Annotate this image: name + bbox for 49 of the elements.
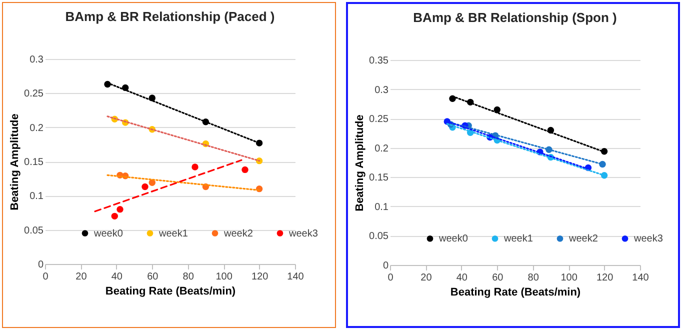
x-tick-label: 40 xyxy=(111,272,123,282)
y-tick-label: 0.15 xyxy=(24,157,44,168)
legend-label: week3 xyxy=(633,234,664,245)
y-tick-label: 0.35 xyxy=(369,56,389,66)
point xyxy=(242,166,248,174)
point xyxy=(116,206,124,213)
point xyxy=(148,179,156,186)
legend-label: week1 xyxy=(503,234,534,245)
x-tick-label: 20 xyxy=(76,272,88,282)
x-tick-label: 100 xyxy=(216,272,233,282)
x-axis-title: Beating Rate (Beats/min) xyxy=(450,286,581,298)
y-tick-label: 0.3 xyxy=(374,84,389,96)
chart-title: BAmp & BR Relationship (Spon ) xyxy=(413,10,617,25)
y-tick-label: 0.1 xyxy=(374,202,389,213)
y-tick-label: 0.15 xyxy=(369,172,389,184)
x-tick-label: 60 xyxy=(492,272,504,284)
x-tick-label: 120 xyxy=(251,272,269,282)
y-tick-label: 0.1 xyxy=(30,191,44,202)
point xyxy=(192,164,198,170)
y-tick-label: 0 xyxy=(382,260,389,272)
y-tick-label: 0.05 xyxy=(369,231,389,242)
legend-label: week1 xyxy=(158,228,188,240)
x-tick-label: 140 xyxy=(287,272,304,282)
y-tick-label: 0.3 xyxy=(30,54,44,66)
legend-label: week2 xyxy=(568,234,598,245)
y-axis-title: Beating Amplitude xyxy=(9,114,22,210)
y-tick-label: 0.2 xyxy=(30,122,44,134)
legend-label: week0 xyxy=(438,234,468,245)
point xyxy=(111,212,118,220)
y-tick-label: 0 xyxy=(38,260,44,270)
y-tick-label: 0.2 xyxy=(374,143,389,154)
x-tick-label: 120 xyxy=(596,272,614,284)
legend-label: week2 xyxy=(223,228,254,240)
x-tick-label: 20 xyxy=(420,272,432,284)
y-tick-label: 0.25 xyxy=(369,114,389,126)
y-tick-label: 0.05 xyxy=(24,225,44,236)
point xyxy=(142,183,148,190)
x-axis-title: Beating Rate (Beats/min) xyxy=(105,286,236,298)
x-tick-label: 60 xyxy=(147,272,159,282)
x-tick-label: 80 xyxy=(182,272,194,282)
y-axis-title: Beating Amplitude xyxy=(354,114,366,212)
x-tick-label: 100 xyxy=(560,272,578,284)
x-tick-label: 40 xyxy=(456,272,468,284)
legend-label: week3 xyxy=(288,228,318,240)
legend-label: week0 xyxy=(93,228,124,240)
chart-title: BAmp & BR Relationship (Paced ) xyxy=(65,9,275,24)
x-tick-label: 80 xyxy=(528,272,540,284)
y-tick-label: 0.25 xyxy=(24,88,44,100)
x-tick-label: 140 xyxy=(632,272,650,284)
